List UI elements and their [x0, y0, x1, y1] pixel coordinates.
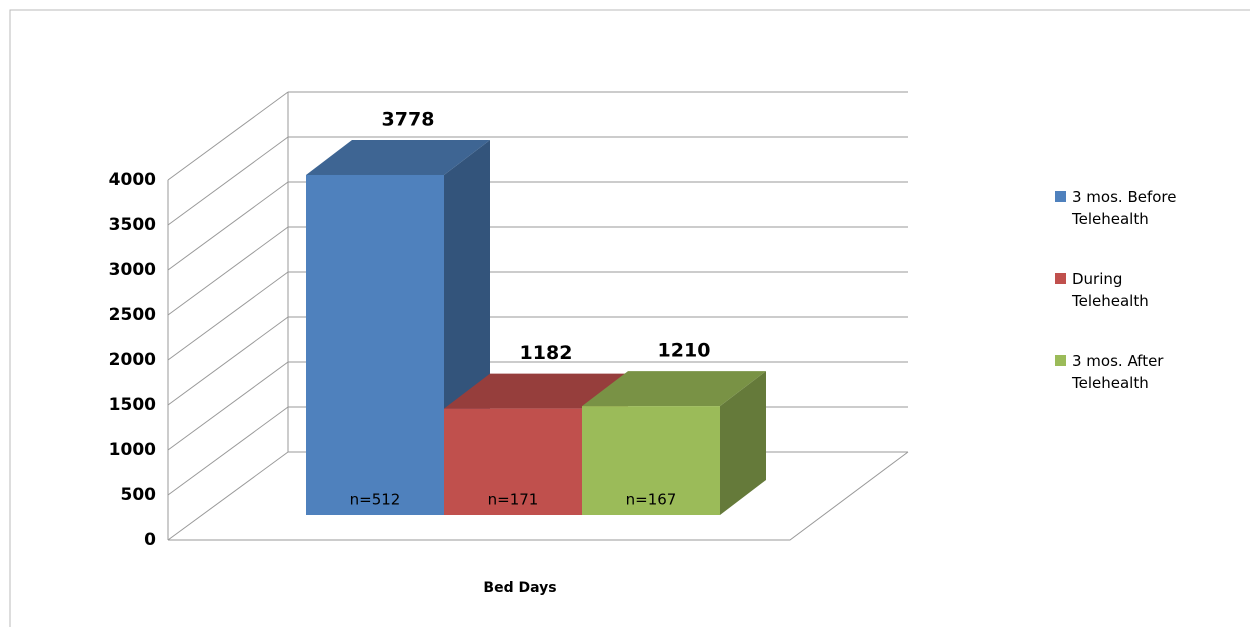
grid-line [167, 136, 289, 226]
bar-top [306, 139, 490, 175]
grid-line [167, 91, 289, 181]
bar [582, 406, 720, 515]
grid-line [167, 451, 289, 541]
bar [444, 408, 582, 515]
frame [9, 9, 1250, 627]
legend-item: 3 mos. After Telehealth [1055, 350, 1225, 394]
annotation: n=171 [488, 491, 539, 509]
grid-line [167, 361, 289, 451]
grid-line [167, 406, 289, 496]
legend-label: During Telehealth [1072, 270, 1149, 310]
bar-top [444, 373, 628, 409]
legend-label: 3 mos. Before Telehealth [1072, 188, 1177, 228]
y-tick-label: 3500 [109, 215, 156, 235]
y-tick-label: 1500 [109, 395, 156, 415]
data-label: 1182 [520, 342, 573, 364]
grid-line [167, 271, 289, 361]
floor [168, 451, 909, 541]
grid-line [167, 181, 289, 271]
legend-swatch [1055, 273, 1066, 284]
data-label: 3778 [382, 108, 435, 130]
legend-swatch [1055, 355, 1066, 366]
legend-item: During Telehealth [1055, 268, 1225, 312]
y-tick-label: 2000 [109, 350, 156, 370]
legend-swatch [1055, 191, 1066, 202]
y-tick-label: 2500 [109, 305, 156, 325]
legend-label: 3 mos. After Telehealth [1072, 352, 1164, 392]
data-label: 1210 [658, 340, 711, 362]
x-tick-label: Bed Days [483, 580, 556, 596]
y-tick-label: 500 [121, 485, 157, 505]
grid-line [167, 226, 289, 316]
y-tick-label: 0 [144, 530, 156, 550]
bar [306, 174, 444, 516]
y-tick-label: 1000 [109, 440, 156, 460]
bar-top [582, 371, 766, 407]
grid-line [167, 316, 289, 406]
bar-side [720, 371, 766, 515]
annotation: n=167 [626, 491, 677, 509]
y-tick-label: 3000 [109, 260, 156, 280]
annotation: n=512 [350, 491, 401, 509]
y-tick-label: 4000 [109, 170, 156, 190]
legend-item: 3 mos. Before Telehealth [1055, 186, 1225, 230]
